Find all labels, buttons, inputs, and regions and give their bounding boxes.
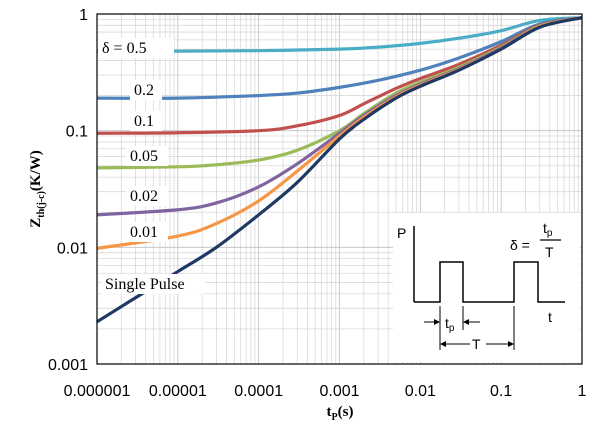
inset-frac-numerator: tp (543, 220, 553, 239)
x-tick-label: 0.01 (405, 383, 436, 400)
y-tick-label: 1 (79, 7, 88, 24)
inset-tp-arrowhead-left (434, 319, 440, 325)
inset-tp-label: tp (445, 315, 455, 334)
curve-label-bg (126, 146, 168, 166)
inset-pulse-train (414, 261, 565, 303)
plot-area-frame (96, 13, 583, 365)
y-tick-label: 0.001 (48, 357, 88, 374)
x-axis-title: tP(s) (327, 404, 354, 423)
curve-label-bg (101, 274, 205, 294)
curve-label: 0.05 (130, 148, 158, 165)
inset-T-arrowhead-left (440, 341, 446, 347)
inset-frac-denominator: T (545, 244, 554, 260)
series-line (96, 16, 583, 135)
y-axis-title: Zth(j-c)(K/W) (28, 150, 47, 228)
y-tick-label: 0.01 (57, 240, 88, 257)
x-tick-label: 0.000001 (64, 383, 131, 400)
curve-label: 0.02 (130, 188, 158, 205)
curve-label: 0.1 (134, 113, 154, 130)
x-tick-label: 0.00001 (149, 383, 207, 400)
curve-label-bg (98, 38, 174, 58)
y-tick-label: 0.1 (66, 124, 88, 141)
x-tick-label: 0.001 (319, 383, 359, 400)
inset-box (393, 213, 580, 362)
curve-label: δ = 0.5 (102, 40, 147, 57)
series-line (96, 16, 583, 100)
inset-p-label: P (397, 225, 406, 241)
curve-label: 0.01 (130, 224, 158, 241)
inset-delta-lhs: δ = (510, 237, 530, 253)
curve-label-bg (126, 222, 168, 242)
curve-label-bg (126, 186, 168, 206)
curve-labels: δ = 0.5 0.2 0.1 0.05 0.02 0.01 Single Pulse (98, 38, 205, 294)
curve-label-bg (130, 80, 162, 100)
inset-tp-arrowhead-right (463, 319, 469, 325)
tick-labels: 0.001 0.01 0.1 1 0.000001 0.00001 0.0001 0.001 0… (48, 7, 587, 400)
pulse-diagram-inset: P t δ = tp T tp T (393, 213, 580, 362)
x-tick-label: 0.1 (490, 383, 512, 400)
series-line (96, 16, 583, 53)
x-tick-label: 1 (578, 383, 587, 400)
series-lines (96, 16, 583, 324)
inset-T-arrowhead-right (508, 341, 514, 347)
inset-T-label: T (472, 336, 481, 352)
curve-label-bg (130, 111, 162, 131)
x-tick-label: 0.0001 (234, 383, 283, 400)
curve-label: Single Pulse (105, 276, 185, 293)
series-line (96, 16, 583, 324)
curve-label: 0.2 (134, 82, 154, 99)
inset-t-label: t (548, 309, 552, 325)
